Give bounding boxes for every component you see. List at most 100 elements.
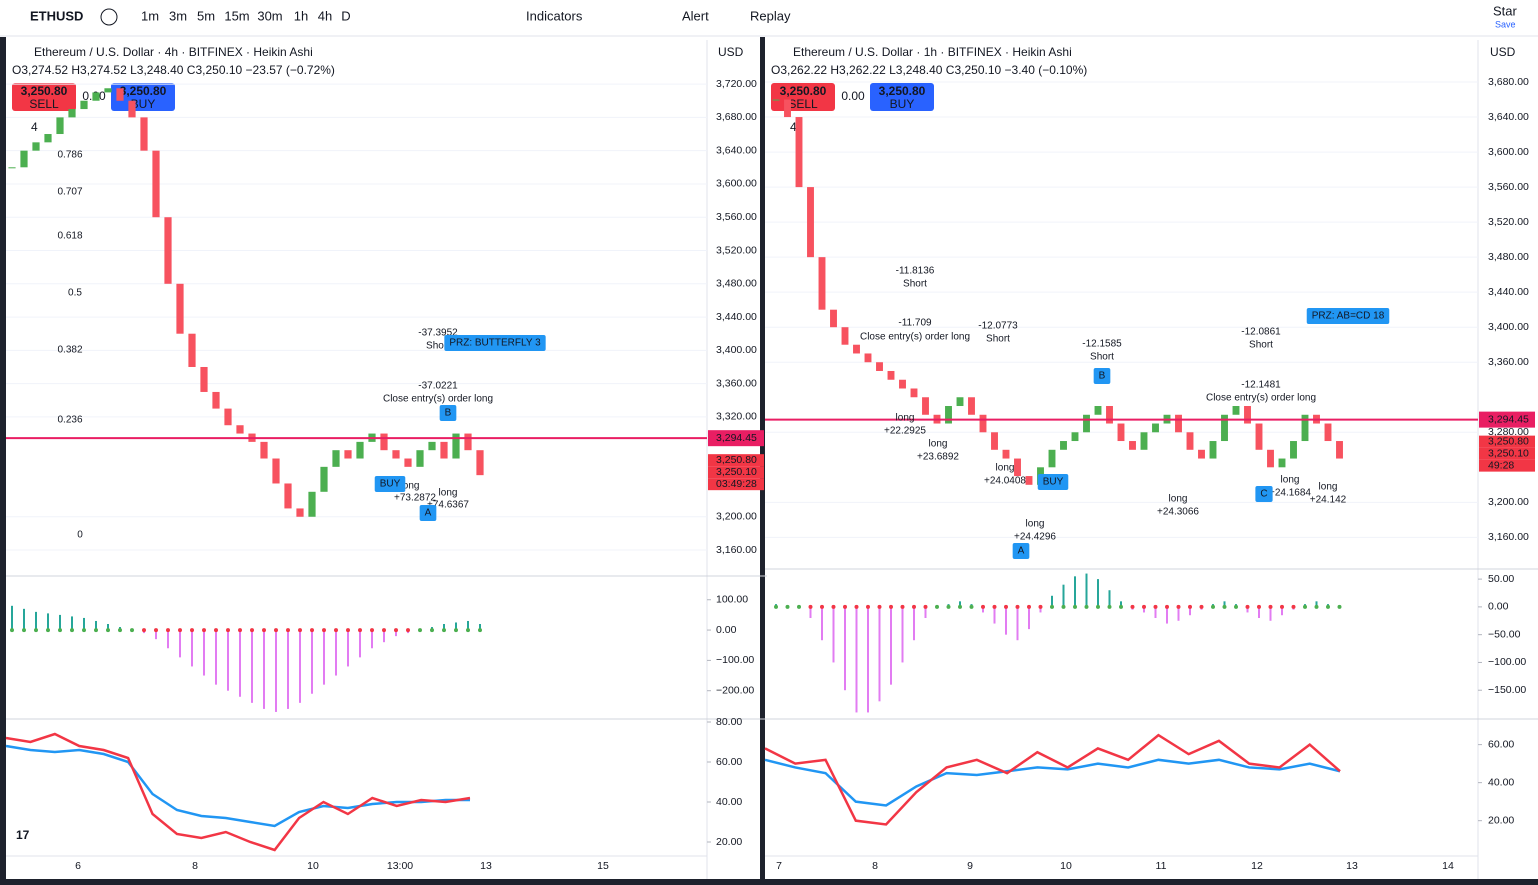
- candle: [1129, 441, 1136, 450]
- price-badge: [708, 466, 764, 479]
- star[interactable]: Star: [1493, 3, 1518, 18]
- annotation: Close entry(s) order long: [860, 332, 970, 343]
- y-tick-label: 3,200.00: [1488, 496, 1529, 508]
- annotation: +22.2925: [884, 426, 926, 437]
- osc-dot: [785, 604, 790, 609]
- fib-label: 0.707: [57, 187, 82, 198]
- candle: [32, 142, 40, 151]
- alert[interactable]: Alert: [682, 8, 709, 23]
- osc-dot: [1291, 604, 1296, 609]
- candle: [1255, 423, 1263, 450]
- osc-tick-label: −200.00: [716, 684, 754, 696]
- osc-dot: [1199, 604, 1204, 609]
- annotation: +73.2872: [394, 493, 436, 504]
- annotation: +24.1684: [1269, 488, 1311, 499]
- candle: [1301, 414, 1309, 442]
- pane-text: Ethereum / U.S. Dollar · 4h · BITFINEX ·…: [34, 45, 313, 59]
- fib-label: 0.786: [57, 150, 82, 161]
- osc-dot: [1153, 604, 1158, 609]
- osc-dot: [406, 628, 410, 633]
- rsi-tick-label: 40.00: [716, 796, 742, 808]
- rsi-tick-label: 20.00: [1488, 814, 1514, 826]
- annotation-box: [419, 505, 437, 521]
- pane-text: O3,262.22 H3,262.22 L3,248.40 C3,250.10 …: [771, 63, 1087, 77]
- osc-dot: [430, 628, 434, 633]
- osc-dot: [178, 628, 182, 633]
- save[interactable]: Save: [1495, 19, 1516, 29]
- annotation: A: [1018, 546, 1025, 557]
- pane-text: 3,250.80: [879, 84, 926, 98]
- annotation: Close entry(s) order long: [1206, 393, 1316, 404]
- sell-button[interactable]: [12, 83, 76, 111]
- candle: [772, 99, 780, 101]
- annotation: Short: [1249, 340, 1273, 351]
- interval[interactable]: 1m: [141, 8, 159, 23]
- candle: [1106, 406, 1113, 424]
- candle: [284, 483, 292, 509]
- osc-dot: [1027, 604, 1031, 609]
- osc-dot: [1222, 604, 1227, 609]
- pane-text: 3,250.80: [120, 84, 167, 98]
- y-tick-label: 3,280.00: [1488, 426, 1529, 438]
- annotation-box: [1306, 308, 1390, 324]
- candle: [1175, 414, 1182, 433]
- candle: [56, 117, 64, 135]
- buy-button[interactable]: [111, 83, 175, 111]
- y-tick-label: 3,160.00: [1488, 531, 1529, 543]
- interval[interactable]: 3m: [169, 8, 187, 23]
- y-tick-label: 3,400.00: [716, 344, 757, 356]
- annotation: +24.142: [1310, 495, 1347, 506]
- tv-logo: 17: [16, 828, 30, 842]
- candle: [1244, 406, 1251, 424]
- osc-tick-label: 50.00: [1488, 573, 1514, 585]
- annotation: -11.8136: [896, 266, 935, 277]
- osc-tick-label: −100.00: [716, 654, 754, 666]
- candle: [404, 458, 412, 467]
- y-tick-label: 3,440.00: [716, 311, 757, 323]
- y-tick-label: 3,560.00: [1488, 181, 1529, 193]
- y-tick-label: 3,360.00: [716, 377, 757, 389]
- osc-dot: [418, 628, 422, 633]
- annotation: -12.0773: [978, 321, 1018, 332]
- interval[interactable]: 4h: [318, 8, 332, 23]
- y-tick-label: 3,440.00: [1488, 286, 1529, 298]
- y-tick-label: 3,360.00: [1488, 356, 1529, 368]
- x-tick-label: 14: [1442, 860, 1454, 872]
- indicators[interactable]: Indicators: [526, 8, 583, 23]
- candle: [876, 362, 883, 371]
- osc-dot: [1084, 604, 1089, 609]
- osc-dot: [130, 628, 134, 633]
- osc-dot: [370, 628, 374, 633]
- add-symbol[interactable]: [100, 8, 118, 26]
- interval[interactable]: 5m: [197, 8, 215, 23]
- replay[interactable]: Replay: [750, 8, 791, 23]
- osc-dot: [202, 628, 206, 633]
- symbol[interactable]: ETHUSD: [30, 8, 83, 23]
- osc-dot: [808, 604, 813, 609]
- rsi-line: [5, 732, 471, 852]
- annotation-box: [1037, 474, 1069, 490]
- interval[interactable]: D: [341, 8, 350, 23]
- interval[interactable]: 15m: [224, 8, 249, 23]
- x-tick-label: 8: [192, 860, 198, 872]
- y-tick-label: 3,400.00: [1488, 321, 1529, 333]
- y-tick-label: 3,520.00: [1488, 216, 1529, 228]
- pane-text: 4: [31, 120, 38, 134]
- osc-dot: [1142, 604, 1146, 609]
- interval[interactable]: 1h: [294, 8, 308, 23]
- buy-button[interactable]: [870, 83, 934, 111]
- annotation: Short: [426, 341, 450, 352]
- candle: [1336, 441, 1343, 459]
- fib-label: 0: [77, 530, 83, 541]
- osc-dot: [797, 604, 801, 609]
- rsi-line: [764, 758, 1341, 807]
- osc-dot: [22, 628, 26, 633]
- y-tick-label: 3,160.00: [716, 544, 757, 556]
- osc-dot: [358, 628, 362, 633]
- candle: [428, 441, 436, 451]
- osc-tick-label: −100.00: [1488, 656, 1526, 668]
- osc-dot: [935, 604, 939, 609]
- candle: [476, 450, 484, 476]
- interval[interactable]: 30m: [257, 8, 282, 23]
